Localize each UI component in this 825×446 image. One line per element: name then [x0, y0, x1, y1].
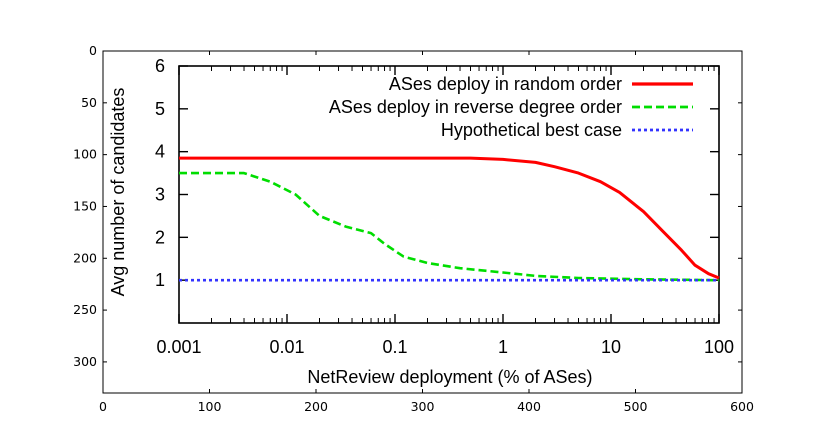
series-layer	[179, 156, 720, 282]
y-tick-label: 4	[155, 142, 165, 162]
x-axis-title: NetReview deployment (% of ASes)	[307, 367, 592, 387]
y-tick-label: 6	[155, 56, 165, 76]
outer-x-tick-label: 200	[304, 399, 328, 414]
outer-y-tick-label: 300	[73, 354, 97, 369]
y-tick-label: 3	[155, 185, 165, 205]
y-tick-label: 2	[155, 227, 165, 247]
y-tick-label: 5	[155, 99, 165, 119]
x-tick-label: 0.001	[156, 337, 201, 357]
outer-y-axis: 0 50 100 150 200 250 300	[73, 43, 742, 369]
x-tick-label: 1	[498, 337, 508, 357]
outer-y-tick-label: 150	[73, 198, 97, 213]
outer-y-tick-label: 100	[73, 147, 97, 162]
x-tick-label: 0.01	[269, 337, 304, 357]
x-tick-label: 0.1	[382, 337, 407, 357]
outer-y-tick-label: 200	[73, 250, 97, 265]
outer-y-tick-label: 0	[89, 43, 97, 58]
y-tick-label: 1	[155, 270, 165, 290]
outer-x-tick-label: 0	[99, 399, 107, 414]
outer-y-tick-label: 250	[73, 302, 97, 317]
y-axis: 1 2 3 4 5 6	[155, 56, 719, 290]
x-tick-label: 100	[704, 337, 734, 357]
outer-x-tick-label: 100	[198, 399, 222, 414]
series-line-1	[179, 171, 720, 282]
x-tick-label: 10	[601, 337, 621, 357]
y-axis-title: Avg number of candidates	[108, 88, 128, 297]
legend-label-2: Hypothetical best case	[441, 120, 622, 140]
outer-y-tick-label: 50	[81, 95, 97, 110]
x-axis: 0.001 0.01 0.1 1 10 100	[156, 66, 734, 357]
legend: ASes deploy in random order ASes deploy i…	[329, 74, 693, 140]
outer-x-tick-label: 600	[730, 399, 754, 414]
legend-label-1: ASes deploy in reverse degree order	[329, 97, 622, 117]
legend-label-0: ASes deploy in random order	[389, 74, 622, 94]
series-line-0	[179, 156, 720, 280]
outer-x-tick-label: 300	[411, 399, 435, 414]
outer-x-tick-label: 500	[624, 399, 648, 414]
outer-x-axis: 0 100 200 300 400 500 600	[99, 51, 754, 414]
outer-x-tick-label: 400	[517, 399, 541, 414]
